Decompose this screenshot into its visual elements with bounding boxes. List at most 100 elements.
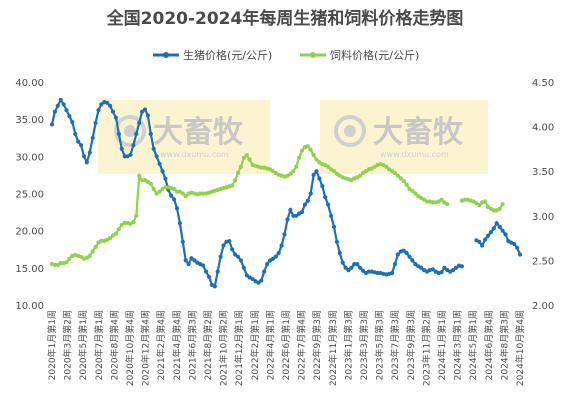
- data-point: [81, 154, 87, 159]
- data-point: [241, 155, 246, 160]
- data-point: [445, 202, 450, 207]
- data-point: [99, 238, 104, 243]
- data-point: [221, 243, 226, 248]
- data-point: [151, 146, 156, 151]
- data-point: [314, 157, 319, 162]
- data-point: [395, 252, 400, 257]
- data-point: [273, 254, 278, 259]
- data-point: [79, 143, 84, 148]
- data-point: [453, 265, 459, 270]
- data-point: [401, 178, 406, 184]
- data-point: [462, 197, 467, 202]
- x-tick-label: 2023年7月第3周: [389, 310, 401, 380]
- data-point: [160, 169, 165, 174]
- watermark-logo-icon: [114, 115, 146, 147]
- x-tick-label: 2023年11月第2周: [420, 310, 432, 386]
- data-point: [134, 213, 139, 218]
- x-tick-label: 2021年8月第2周: [202, 310, 214, 380]
- y-left-tick-label: 30.00: [15, 152, 44, 163]
- data-point: [233, 178, 238, 183]
- data-point: [424, 199, 430, 204]
- x-tick-label: 2020年12月第4周: [140, 310, 152, 386]
- y-left-tick-label: 25.00: [15, 190, 44, 201]
- data-point: [358, 173, 363, 178]
- data-point: [477, 239, 482, 244]
- data-point: [320, 184, 325, 189]
- data-point: [488, 230, 493, 235]
- data-point: [326, 164, 331, 169]
- data-point: [212, 284, 217, 289]
- data-point: [355, 262, 360, 267]
- x-tick-label: 2023年3月第3周: [358, 310, 370, 380]
- data-point: [93, 120, 98, 125]
- data-point: [398, 176, 403, 181]
- data-point: [288, 207, 293, 212]
- data-point: [70, 120, 75, 125]
- data-point: [483, 199, 488, 204]
- data-point: [390, 270, 395, 276]
- data-point: [343, 265, 348, 270]
- data-point: [55, 103, 60, 108]
- x-tick-label: 2022年4月第1周: [264, 310, 276, 380]
- data-point: [52, 262, 58, 267]
- data-point: [491, 226, 496, 231]
- data-point: [451, 268, 456, 273]
- data-point: [235, 254, 241, 259]
- data-point: [299, 148, 305, 153]
- x-tick-label: 2021年2月第4周: [155, 310, 167, 380]
- data-point: [503, 232, 508, 237]
- x-tick-label: 2020年10月第4周: [124, 310, 136, 386]
- data-point: [137, 120, 142, 125]
- data-point: [262, 269, 267, 274]
- watermark-url: www.dxumu.com: [160, 150, 229, 159]
- watermark-logo-icon: [334, 115, 366, 147]
- data-point: [305, 198, 310, 203]
- x-tick-label: 2022年6月第1周: [280, 310, 292, 380]
- data-point: [99, 102, 104, 107]
- legend-label-feed: 饲料价格(元/公斤): [330, 48, 419, 62]
- data-point: [148, 131, 153, 137]
- y-right-tick-label: 4.50: [532, 78, 554, 89]
- data-point: [113, 231, 119, 236]
- data-point: [163, 176, 168, 181]
- data-point: [331, 224, 337, 229]
- data-point: [299, 210, 305, 215]
- data-point: [67, 256, 72, 261]
- y-right-tick-label: 2.00: [532, 301, 554, 312]
- legend-item-hog: 生猪价格(元/公斤): [153, 48, 272, 62]
- data-point: [227, 239, 232, 244]
- x-tick-label: 2021年4月第4周: [171, 310, 183, 380]
- data-point: [247, 157, 252, 162]
- x-tick-label: 2024年6月第4周: [483, 310, 495, 380]
- y-left-tick-label: 40.00: [15, 78, 44, 89]
- x-tick-label: 2020年8月第4周: [108, 310, 120, 380]
- data-point: [430, 200, 435, 205]
- data-point: [500, 202, 505, 207]
- data-point: [93, 244, 98, 250]
- data-point: [349, 265, 354, 270]
- y-right-tick-label: 3.50: [532, 167, 554, 178]
- data-point: [308, 147, 313, 152]
- data-point: [291, 169, 296, 174]
- data-point: [87, 150, 92, 155]
- data-point: [61, 102, 66, 107]
- data-point: [494, 221, 499, 226]
- data-point: [285, 217, 290, 222]
- data-point: [84, 160, 89, 165]
- x-tick-label: 2023年1月第3周: [342, 310, 354, 380]
- data-point: [218, 254, 223, 259]
- data-point: [334, 239, 339, 244]
- watermark-left: 大畜牧 www.dxumu.com: [98, 100, 270, 174]
- data-point: [323, 195, 328, 200]
- data-point: [413, 191, 418, 196]
- data-point: [282, 232, 287, 237]
- data-point: [58, 261, 63, 266]
- x-tick-label: 2020年5月第1周: [77, 310, 89, 380]
- legend-item-feed: 饲料价格(元/公斤): [300, 48, 419, 62]
- data-point: [177, 221, 182, 226]
- data-point: [90, 249, 95, 254]
- data-point: [192, 258, 197, 263]
- data-point: [73, 131, 78, 137]
- data-point: [439, 197, 444, 202]
